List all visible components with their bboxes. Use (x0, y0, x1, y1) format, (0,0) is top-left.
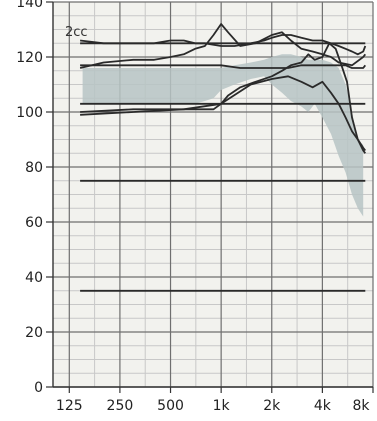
y-axis: 0 20 40 60 80 100 120 140 (16, 0, 53, 396)
x-tick-label: 500 (157, 398, 184, 414)
x-tick-label: 2k (263, 398, 281, 414)
band-layer (82, 54, 364, 217)
y-tick-label: 100 (16, 105, 43, 121)
y-tick-label: 80 (25, 160, 43, 176)
y-tick-label: 60 (25, 215, 43, 231)
x-tick-label: 4k (314, 398, 332, 414)
y-tick-label: 140 (16, 0, 43, 11)
corner-label: 2cc (65, 25, 88, 40)
series-line (79, 23, 367, 69)
y-tick-label: 20 (25, 325, 43, 341)
series-line (80, 75, 367, 154)
x-tick-label: 1k (213, 398, 231, 414)
y-tick-label: 40 (25, 270, 43, 286)
x-tick-label: 8k (352, 398, 370, 414)
series-line (79, 34, 367, 56)
x-tick-label: 250 (107, 398, 134, 414)
series-line (80, 42, 367, 152)
x-tick-label: 125 (56, 398, 83, 414)
y-tick-label: 120 (16, 50, 43, 66)
x-axis: 125 250 500 1k 2k 4k 8k (56, 387, 374, 414)
range-band (82, 54, 364, 217)
minor-grid (53, 2, 373, 387)
y-tick-label: 0 (34, 380, 43, 396)
series-layer (79, 23, 367, 292)
